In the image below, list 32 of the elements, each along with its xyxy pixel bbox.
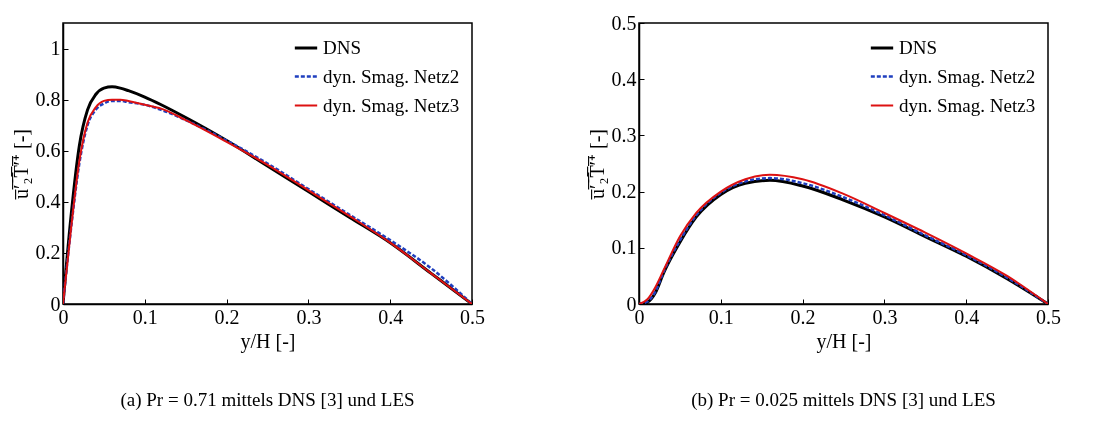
- x-tick-label: 0.5: [460, 305, 485, 328]
- x-axis-title: y/H [-]: [240, 329, 296, 353]
- y-tick-label: 0.2: [35, 241, 61, 264]
- y-tick-label: 0.1: [611, 236, 637, 259]
- y-tick-label: 0.8: [35, 88, 61, 111]
- x-tick-label: 0.4: [378, 305, 404, 328]
- legend-label: dyn. Smag. Netz3: [323, 94, 460, 116]
- x-tick-label: 0.5: [1036, 305, 1061, 328]
- legend-label: DNS: [899, 37, 938, 58]
- x-tick-label: 0.3: [872, 305, 898, 328]
- legend-label: dyn. Smag. Netz2: [899, 65, 1036, 87]
- y-tick-label: 0.6: [35, 139, 61, 162]
- x-tick-label: 0.2: [790, 305, 816, 328]
- text: (a) Pr = 0.71 mittels DNS [3] und LES: [120, 389, 415, 411]
- y-tick-label: 0.4: [35, 190, 61, 213]
- x-axis-title: y/H [-]: [816, 329, 872, 353]
- legend-label: DNS: [323, 37, 362, 58]
- y-tick-label: 1: [50, 37, 61, 60]
- y-tick-label: 0.4: [611, 67, 637, 90]
- x-tick-label: 0.1: [132, 305, 158, 328]
- text: (b) Pr = 0.025 mittels DNS [3] und LES: [691, 389, 996, 411]
- y-axis-title: u̅′̅₂̅T̅′̅⁺ [-]: [585, 129, 608, 201]
- x-tick-label: 0.2: [214, 305, 240, 328]
- x-tick-label: 0.3: [296, 305, 322, 328]
- legend-label: dyn. Smag. Netz2: [323, 65, 460, 87]
- legend-label: dyn. Smag. Netz3: [899, 94, 1036, 116]
- y-tick-label: 0.2: [611, 180, 637, 203]
- y-axis-title: u̅′̅₂̅T̅′̅⁺ [-]: [9, 129, 32, 201]
- y-tick-label: 0.3: [611, 123, 637, 146]
- x-tick-label: 0.4: [954, 305, 980, 328]
- x-tick-label: 0.1: [708, 305, 734, 328]
- y-tick-label: 0.5: [611, 11, 637, 34]
